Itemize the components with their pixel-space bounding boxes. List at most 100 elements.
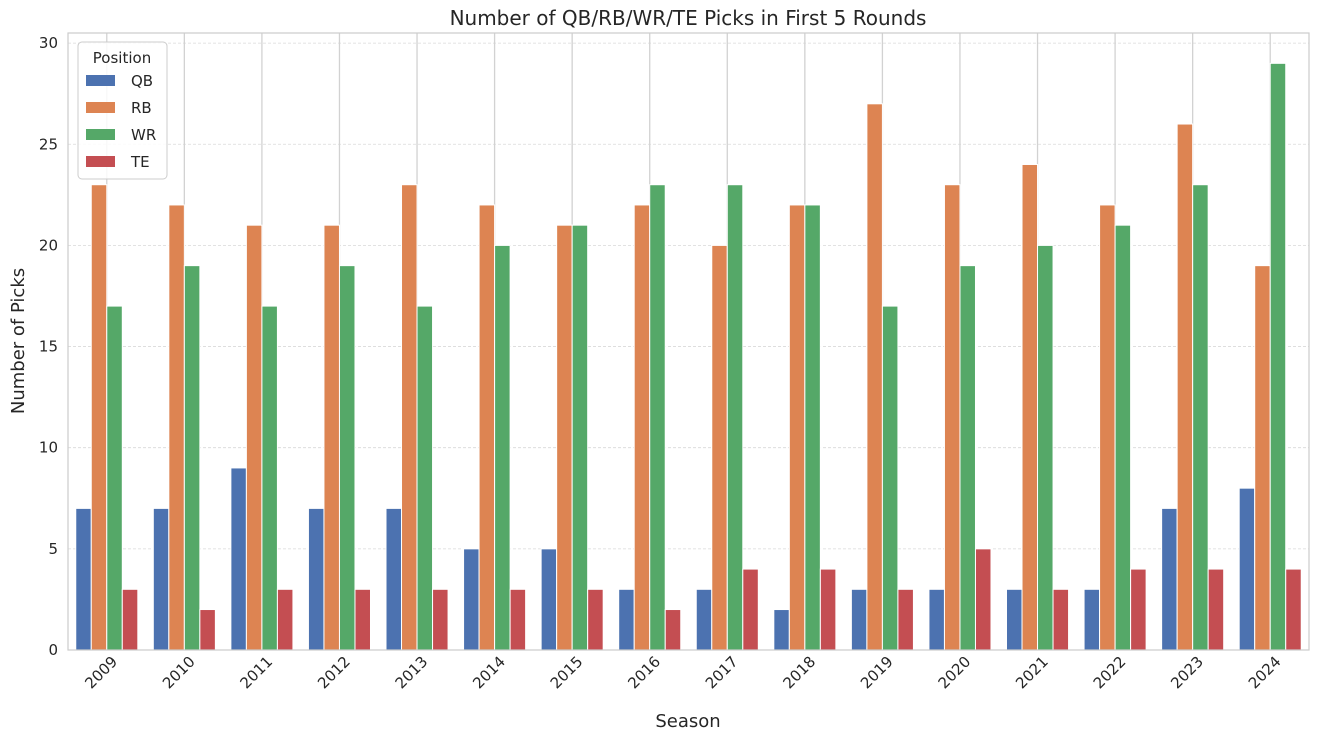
- bar-te-2015: [587, 588, 604, 651]
- bar-qb-2009: [75, 507, 92, 651]
- y-tick-label: 15: [39, 338, 58, 356]
- bar-rb-2022: [1099, 204, 1116, 651]
- y-tick-labels: 0 5 10 15 20 25 30: [39, 34, 58, 659]
- legend-swatch-te: [86, 156, 115, 167]
- x-tick-label: 2014: [469, 653, 509, 693]
- bar-qb-2013: [385, 507, 403, 651]
- bar-rb-2021: [1021, 163, 1039, 651]
- bar-wr-2016: [649, 184, 666, 651]
- y-tick-label: 10: [39, 439, 58, 457]
- bar-wr-2023: [1192, 184, 1209, 651]
- x-tick-label: 2017: [702, 653, 742, 693]
- bar-rb-2010: [168, 204, 185, 651]
- bar-te-2020: [974, 548, 992, 651]
- bar-te-2013: [432, 588, 449, 651]
- bar-te-2021: [1052, 588, 1070, 651]
- bar-wr-2021: [1037, 244, 1054, 651]
- bar-qb-2010: [152, 507, 170, 651]
- bar-qb-2015: [540, 548, 558, 651]
- bar-rb-2017: [711, 244, 728, 651]
- bar-qb-2022: [1083, 588, 1101, 651]
- bar-rb-2011: [245, 224, 263, 651]
- bar-rb-2016: [633, 204, 651, 651]
- x-tick-label: 2019: [857, 653, 897, 693]
- bar-qb-2016: [618, 588, 635, 651]
- x-tick-label: 2010: [159, 653, 199, 693]
- legend-swatch-qb: [86, 75, 115, 86]
- bar-rb-2009: [90, 184, 108, 651]
- y-axis-title: Number of Picks: [8, 268, 29, 414]
- y-tick-label: 30: [39, 34, 58, 52]
- bar-qb-2021: [1006, 588, 1023, 651]
- x-tick-label: 2011: [237, 653, 277, 693]
- plot-frame: [67, 32, 1310, 651]
- y-tick-label: 5: [48, 540, 58, 558]
- x-tick-label: 2009: [81, 653, 121, 693]
- bar-te-2011: [276, 588, 294, 651]
- legend-title: Position: [93, 49, 151, 67]
- x-tick-label: 2024: [1245, 653, 1285, 693]
- bar-te-2018: [819, 568, 837, 651]
- bar-qb-2017: [695, 588, 713, 651]
- bar-wr-2013: [416, 305, 434, 651]
- bar-rb-2015: [556, 224, 573, 651]
- x-tick-label: 2021: [1012, 653, 1052, 693]
- bar-te-2022: [1130, 568, 1147, 651]
- bar-wr-2010: [183, 265, 201, 651]
- bar-te-2014: [509, 588, 527, 651]
- y-tick-label: 0: [48, 641, 58, 659]
- y-tick-label: 25: [39, 135, 58, 153]
- bar-qb-2023: [1161, 507, 1178, 651]
- bar-wr-2012: [338, 265, 356, 651]
- bar-te-2023: [1207, 568, 1225, 651]
- legend-items: QB RB WR TE: [86, 72, 156, 171]
- bar-te-2012: [354, 588, 371, 651]
- bar-rb-2023: [1176, 123, 1194, 651]
- legend-swatch-wr: [86, 129, 115, 140]
- bar-qb-2024: [1238, 487, 1256, 651]
- legend-label-qb: QB: [131, 72, 153, 90]
- bar-wr-2014: [494, 244, 511, 651]
- x-tick-label: 2018: [779, 653, 819, 693]
- bar-qb-2019: [850, 588, 868, 651]
- bar-te-2009: [121, 588, 139, 651]
- x-axis-title: Season: [655, 711, 720, 732]
- bar-rb-2013: [401, 184, 418, 651]
- bar-te-2016: [664, 609, 682, 651]
- x-tick-label: 2022: [1090, 653, 1130, 693]
- bar-wr-2011: [261, 305, 278, 651]
- x-tick-label: 2020: [935, 653, 975, 693]
- x-tick-labels: 2009 2010 2011 2012 2013 2014 2015 2016 2017 2018…: [81, 653, 1284, 693]
- bar-rb-2018: [788, 204, 806, 651]
- bar-te-2010: [199, 609, 216, 651]
- bar-rb-2014: [478, 204, 496, 651]
- bar-qb-2020: [928, 588, 945, 651]
- bar-rb-2019: [866, 103, 883, 651]
- bar-qb-2011: [230, 467, 247, 651]
- bar-rb-2024: [1254, 265, 1271, 651]
- bar-te-2017: [742, 568, 759, 651]
- bar-wr-2022: [1114, 224, 1132, 651]
- legend-label-rb: RB: [131, 99, 152, 117]
- x-tick-label: 2015: [547, 653, 587, 693]
- bar-wr-2018: [804, 204, 821, 651]
- x-tick-label: 2013: [392, 653, 432, 693]
- bar-wr-2009: [106, 305, 123, 651]
- y-tick-label: 20: [39, 236, 58, 254]
- bar-qb-2018: [773, 609, 790, 651]
- bar-wr-2015: [571, 224, 589, 651]
- chart-title: Number of QB/RB/WR/TE Picks in First 5 R…: [450, 6, 927, 30]
- legend-label-te: TE: [130, 153, 150, 171]
- bar-wr-2024: [1269, 62, 1287, 651]
- bar-te-2019: [897, 588, 914, 651]
- bar-wr-2020: [959, 265, 976, 651]
- bar-rb-2012: [323, 224, 340, 651]
- bar-qb-2014: [463, 548, 480, 651]
- bar-te-2024: [1285, 568, 1302, 651]
- bar-wr-2019: [881, 305, 899, 651]
- bar-wr-2017: [726, 184, 744, 651]
- legend-label-wr: WR: [131, 126, 156, 144]
- bar-qb-2012: [307, 507, 325, 651]
